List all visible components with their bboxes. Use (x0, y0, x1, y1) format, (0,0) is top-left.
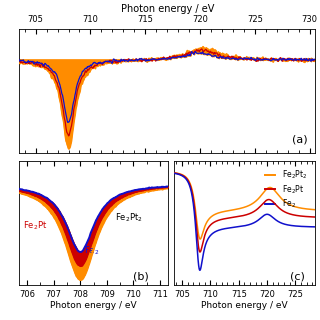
X-axis label: Photon energy / eV: Photon energy / eV (121, 4, 214, 14)
Text: (a): (a) (292, 134, 308, 144)
Text: $\rm Fe_2Pt_2$: $\rm Fe_2Pt_2$ (115, 212, 142, 224)
X-axis label: Photon energy / eV: Photon energy / eV (50, 301, 137, 310)
Text: $\rm Fe_2Pt$: $\rm Fe_2Pt$ (23, 220, 47, 232)
Text: $\rm Fe_2$: $\rm Fe_2$ (84, 244, 100, 257)
Text: (b): (b) (133, 272, 148, 282)
Legend: $\rm Fe_2Pt_2$, $\rm Fe_2Pt$, $\rm Fe_2$: $\rm Fe_2Pt_2$, $\rm Fe_2Pt$, $\rm Fe_2$ (262, 165, 310, 213)
X-axis label: Photon energy / eV: Photon energy / eV (201, 301, 288, 310)
Text: (c): (c) (291, 272, 305, 282)
